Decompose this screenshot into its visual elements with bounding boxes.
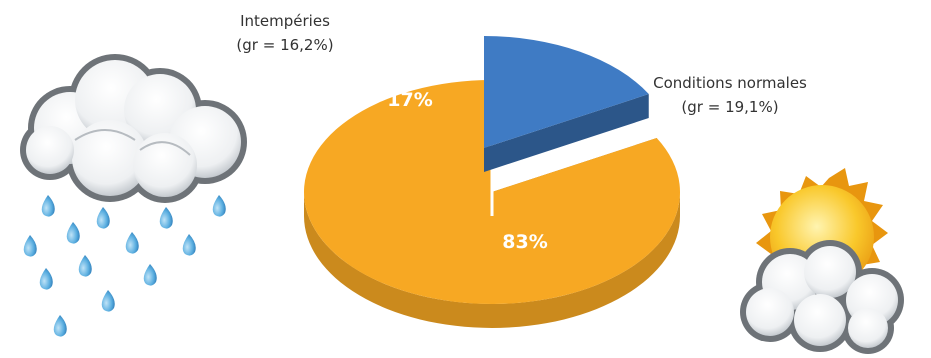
- rain-drop: [101, 290, 115, 312]
- rain-drops: [23, 195, 226, 337]
- rain-drop: [23, 235, 37, 257]
- rain-drop: [182, 234, 196, 256]
- rain-drop: [39, 268, 53, 290]
- sun-behind-cloud-icon: [740, 168, 904, 354]
- pie-wall: [304, 192, 680, 328]
- slice-label-intemperies: Intempéries: [240, 12, 330, 30]
- rain-cloud-icon: [20, 54, 247, 337]
- slice-sublabel-conditions-normales: (gr = 19,1%): [681, 98, 778, 116]
- slice-label-conditions-normales: Conditions normales: [653, 74, 807, 92]
- pie-cut-face: [484, 94, 649, 172]
- cloud: [20, 54, 247, 203]
- value-label-intemperies: 17%: [387, 89, 432, 111]
- rain-drop: [212, 195, 226, 217]
- pie-top: [484, 36, 649, 148]
- rain-drop: [125, 232, 139, 254]
- rain-drop: [41, 195, 55, 217]
- slice-sublabel-intemperies: (gr = 16,2%): [236, 36, 333, 54]
- small-cloud: [740, 240, 904, 354]
- rain-drop: [66, 222, 80, 244]
- rain-drop: [78, 255, 92, 277]
- value-label-conditions-normales: 83%: [502, 231, 547, 253]
- rain-drop: [143, 264, 157, 286]
- rain-drop: [96, 207, 110, 229]
- rain-drop: [159, 207, 173, 229]
- pie-slice-intemperies: [484, 36, 649, 172]
- rain-drop: [53, 315, 67, 337]
- pie: [303, 36, 680, 328]
- slice-labels: Intempéries (gr = 16,2%) Conditions norm…: [236, 12, 807, 253]
